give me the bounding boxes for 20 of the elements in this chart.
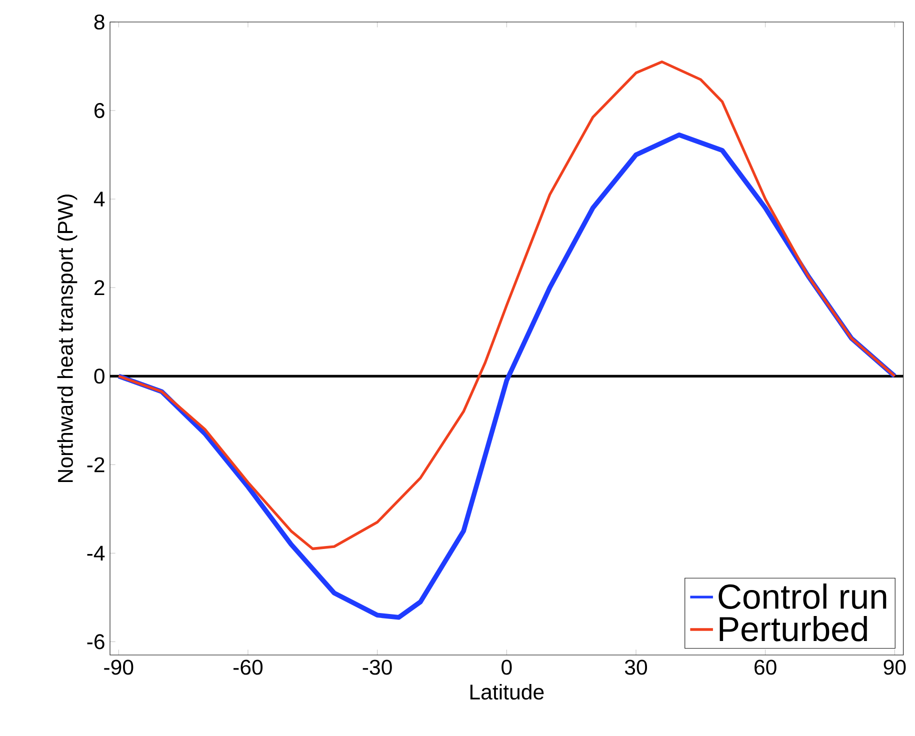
- line-series: [117, 60, 896, 550]
- x-tick-label: 0: [502, 660, 512, 675]
- y-tick-label: 8: [94, 14, 104, 30]
- x-tick-label: -60: [234, 660, 263, 675]
- y-tick-label: -2: [87, 457, 104, 472]
- y-tick-label: 0: [94, 368, 104, 384]
- y-tick-label: -4: [87, 546, 105, 561]
- x-tick-label: -90: [104, 660, 134, 675]
- y-tick-label: 2: [94, 280, 104, 296]
- y-tick-label: 6: [94, 102, 104, 118]
- y-axis-title: Northward heat transport (PW): [57, 194, 78, 482]
- x-tick-label: -30: [362, 660, 392, 675]
- x-tick-label: 30: [624, 660, 648, 675]
- x-tick-label: 90: [884, 660, 906, 675]
- x-tick-label: 60: [754, 660, 776, 675]
- y-tick-label: 4: [94, 192, 105, 206]
- legend-label: Perturbed: [720, 616, 867, 642]
- legend-label: Control run: [718, 583, 886, 609]
- x-axis-title: Latitude: [470, 684, 544, 700]
- y-tick-label: -6: [87, 634, 104, 650]
